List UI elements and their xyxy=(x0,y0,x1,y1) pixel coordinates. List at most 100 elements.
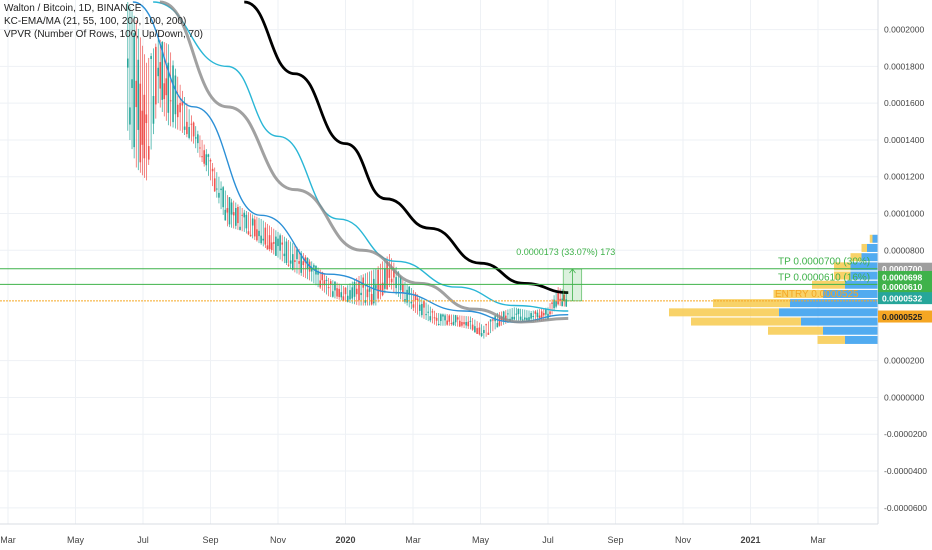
candle-body xyxy=(399,276,402,291)
candle-body xyxy=(368,288,371,292)
candle-body xyxy=(517,308,520,315)
candle-body xyxy=(270,242,273,251)
candle-body xyxy=(150,56,152,60)
candle-body xyxy=(147,146,150,160)
candle-body xyxy=(474,326,476,333)
candle-body xyxy=(393,270,395,278)
x-tick-label: Sep xyxy=(202,535,218,545)
candle-body xyxy=(131,79,133,89)
candle-body xyxy=(167,62,170,113)
price-badge-label: 0.0000700 xyxy=(882,264,922,274)
candle-body xyxy=(262,238,265,241)
candle-body xyxy=(342,296,345,301)
volume-profile-bar-up xyxy=(801,317,878,326)
indicator-kc-ema-ma[interactable]: KC-EMA/MA (21, 55, 100, 200, 100, 200) xyxy=(4,16,187,27)
candle-body xyxy=(272,242,275,244)
candle-body xyxy=(209,159,212,162)
candle-body xyxy=(423,301,425,308)
candle-body xyxy=(163,83,166,100)
candle-body xyxy=(291,254,294,270)
candle-body xyxy=(536,312,539,318)
y-tick-label: 0.0000800 xyxy=(884,245,924,255)
candle-body xyxy=(412,304,415,308)
x-tick-label: May xyxy=(472,535,490,545)
candle-body xyxy=(440,314,442,322)
candle-body xyxy=(381,282,384,296)
candle-body xyxy=(360,292,362,296)
y-tick-label: 0.0001600 xyxy=(884,98,924,108)
price-badge-label: 0.0000698 xyxy=(882,272,922,282)
candle-body xyxy=(388,269,391,278)
x-tick-label: Mar xyxy=(810,535,826,545)
candle-body xyxy=(192,122,195,137)
chart-legend: Walton / Bitcoin, 1D, BINANCE KC-EMA/MA … xyxy=(4,2,203,41)
series-line-ema-55 xyxy=(153,1,569,312)
volume-profile-bar-up xyxy=(872,234,878,243)
x-tick-label: Nov xyxy=(675,535,692,545)
y-tick-label: 0.0001200 xyxy=(884,172,924,182)
candle-body xyxy=(528,317,530,321)
candle-body xyxy=(228,197,231,225)
y-tick-label: -0.0000200 xyxy=(884,429,927,439)
volume-profile-bar-up xyxy=(845,335,878,344)
candle-body xyxy=(353,282,356,297)
y-tick-label: 0.0001000 xyxy=(884,209,924,219)
candle-body xyxy=(213,178,216,192)
candle-body xyxy=(542,313,545,316)
candle-body xyxy=(237,206,239,224)
candle-body xyxy=(235,208,237,226)
volume-profile-bar-down xyxy=(713,299,790,308)
candle-body xyxy=(555,300,557,307)
candle-body xyxy=(454,315,457,323)
candle-body xyxy=(515,313,518,315)
candle-body xyxy=(190,123,193,125)
candle-body xyxy=(157,67,159,77)
candle-body xyxy=(384,268,386,289)
candle-body xyxy=(358,281,360,301)
candle-body xyxy=(249,234,252,237)
candle-body xyxy=(183,126,186,130)
candle-body xyxy=(313,265,315,268)
candle-body xyxy=(496,323,499,328)
candle-body xyxy=(372,278,375,304)
candle-body xyxy=(253,219,256,237)
volume-profile-bar-down xyxy=(834,262,851,271)
candle-body xyxy=(245,214,248,229)
candle-body xyxy=(404,299,406,302)
candle-body xyxy=(456,317,459,320)
candle-body xyxy=(557,291,559,305)
candle-body xyxy=(437,323,440,325)
candle-body xyxy=(139,83,142,163)
price-badge xyxy=(878,292,932,305)
candle-body xyxy=(465,322,467,326)
candle-body xyxy=(480,333,483,336)
candle-body xyxy=(243,212,246,218)
indicator-vpvr[interactable]: VPVR (Number Of Rows, 100, Up/Down, 70) xyxy=(4,29,203,40)
candle-body xyxy=(492,319,494,321)
x-tick-label: Mar xyxy=(405,535,421,545)
candle-body xyxy=(463,322,465,325)
candle-body xyxy=(402,284,404,293)
candle-body xyxy=(386,261,388,290)
candle-body xyxy=(521,319,524,321)
x-tick-label: Jul xyxy=(137,535,149,545)
candle-body xyxy=(296,249,298,260)
candle-body xyxy=(174,75,177,115)
candle-body xyxy=(329,281,332,285)
candle-body xyxy=(216,188,218,190)
candle-body xyxy=(502,311,505,321)
candle-body xyxy=(310,267,313,272)
candle-body xyxy=(186,121,188,135)
candle-body xyxy=(565,299,568,307)
y-tick-label: 0.0002000 xyxy=(884,25,924,35)
candle-body xyxy=(247,231,250,235)
volume-profile-bar-up xyxy=(850,262,878,271)
candle-body xyxy=(540,311,543,318)
candle-body xyxy=(205,154,208,166)
series-line-ma-100 xyxy=(159,0,569,324)
candle-body xyxy=(188,126,190,138)
level-label: TP 0.0000610 (16%) xyxy=(778,272,870,283)
projection-arrowhead xyxy=(569,268,576,274)
